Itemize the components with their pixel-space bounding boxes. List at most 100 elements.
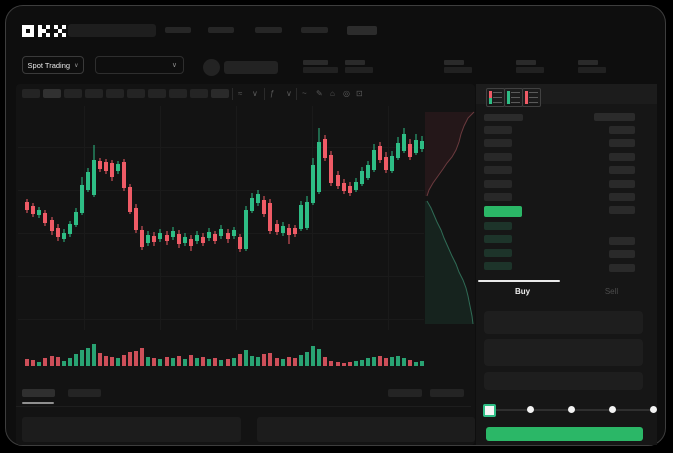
slider-step-dot[interactable] [568, 406, 575, 413]
candle-type-icon[interactable]: ≈ [238, 89, 243, 98]
ask-size-placeholder [609, 166, 635, 174]
candle-type-chevron-icon[interactable]: ∨ [252, 89, 258, 98]
stat-value-placeholder [516, 67, 544, 73]
grid-hline [18, 319, 424, 320]
timeframe-placeholder[interactable] [148, 89, 166, 98]
nav-item-placeholder[interactable] [208, 27, 234, 33]
grid-hline [18, 233, 424, 234]
ask-price-placeholder [484, 180, 512, 188]
grid-vline [312, 106, 313, 330]
orders-action-placeholder[interactable] [430, 389, 464, 397]
slider-step-dot[interactable] [650, 406, 657, 413]
total-input[interactable] [484, 372, 643, 390]
timeframe-placeholder[interactable] [43, 89, 61, 98]
ask-size-placeholder [609, 153, 635, 161]
orders-tab-placeholder[interactable] [68, 389, 101, 397]
ask-size-placeholder [609, 193, 635, 201]
ticker-placeholder [224, 61, 278, 74]
orders-action-placeholder[interactable] [388, 389, 422, 397]
timeframe-placeholder[interactable] [106, 89, 124, 98]
avatar-placeholder[interactable] [203, 59, 220, 76]
ask-price-placeholder [484, 139, 512, 147]
ask-size-placeholder [609, 180, 635, 188]
buy-submit-button[interactable] [486, 427, 643, 441]
buy-tab-indicator [478, 280, 560, 282]
stat-label-placeholder [303, 60, 328, 65]
orderbook-mode-bids-icon[interactable] [504, 88, 523, 107]
toolbar-divider [296, 88, 297, 100]
ask-size-placeholder [609, 139, 635, 147]
settings-icon[interactable]: ◎ [343, 89, 350, 98]
active-tab-underline [22, 402, 54, 404]
slider-step-dot[interactable] [527, 406, 534, 413]
ask-price-placeholder [484, 153, 512, 161]
bid-price-placeholder [484, 262, 512, 270]
camera-icon[interactable]: ⌂ [330, 89, 335, 98]
stat-value-placeholder [345, 67, 373, 73]
slider-step-dot[interactable] [609, 406, 616, 413]
stat-label-placeholder [516, 60, 536, 65]
bid-size-placeholder [609, 237, 635, 245]
timeframe-placeholder[interactable] [211, 89, 229, 98]
stat-value-placeholder [303, 67, 338, 73]
buy-tab-label: Buy [514, 286, 531, 296]
stat-label-placeholder [345, 60, 365, 65]
timeframe-placeholder[interactable] [190, 89, 208, 98]
timeframe-placeholder[interactable] [64, 89, 82, 98]
ask-price-placeholder [484, 166, 512, 174]
ask-price-placeholder [484, 126, 512, 134]
orders-table-placeholder [257, 417, 475, 442]
market-type-label: Spot Trading [27, 60, 71, 70]
tab-buy[interactable]: Buy [478, 282, 567, 300]
grid-hline [18, 147, 424, 148]
orderbook-header-placeholder [594, 113, 635, 121]
stat-value-placeholder [444, 67, 472, 73]
price-input[interactable] [484, 311, 643, 334]
nav-item-placeholder[interactable] [165, 27, 191, 33]
bid-price-placeholder [484, 235, 512, 243]
sell-tab-label: Sell [604, 286, 619, 296]
timeframe-placeholder[interactable] [22, 89, 40, 98]
edit-icon[interactable]: ✎ [316, 89, 323, 98]
indicators-chevron-icon[interactable]: ∨ [286, 89, 292, 98]
divider [16, 406, 471, 407]
nav-item-placeholder[interactable] [255, 27, 282, 33]
grid-vline [236, 106, 237, 330]
grid-hline [18, 276, 424, 277]
orderbook-toolbar-bg [476, 84, 657, 104]
stat-value-placeholder [578, 67, 606, 73]
last-price-bar [484, 206, 522, 217]
amount-input[interactable] [484, 339, 643, 366]
bid-size-placeholder [609, 264, 635, 272]
chevron-down-icon: ∨ [74, 62, 79, 69]
slider-handle[interactable] [483, 404, 496, 417]
okx-logo[interactable] [22, 25, 66, 37]
timeframe-placeholder[interactable] [169, 89, 187, 98]
fullscreen-icon[interactable]: ⊡ [356, 89, 363, 98]
nav-search-placeholder[interactable] [68, 24, 156, 37]
orderbook-header-placeholder [484, 114, 523, 121]
grid-vline [84, 106, 85, 330]
market-type-selector[interactable]: Spot Trading ∨ [22, 56, 84, 74]
chevron-down-icon: ∨ [171, 62, 177, 69]
bid-price-placeholder [484, 249, 512, 257]
nav-item-placeholder[interactable] [301, 27, 328, 33]
indicators-icon[interactable]: ƒ [270, 89, 275, 98]
tab-sell[interactable]: Sell [567, 282, 656, 300]
orderbook-mode-asks-icon[interactable] [522, 88, 541, 107]
stat-label-placeholder [578, 60, 598, 65]
nav-item-placeholder[interactable] [347, 26, 377, 35]
orderbook-mode-both-icon[interactable] [486, 88, 505, 107]
bid-price-placeholder [484, 222, 512, 230]
toolbar-divider [232, 88, 233, 100]
drawing-line-icon[interactable]: ~ [302, 89, 307, 98]
timeframe-placeholder[interactable] [85, 89, 103, 98]
grid-hline [18, 190, 424, 191]
orders-tab-placeholder[interactable] [22, 389, 55, 397]
grid-vline [388, 106, 389, 330]
orders-table-placeholder [22, 417, 241, 442]
timeframe-placeholder[interactable] [127, 89, 145, 98]
bid-size-placeholder [609, 250, 635, 258]
pair-selector-dropdown[interactable]: ∨ [95, 56, 184, 74]
